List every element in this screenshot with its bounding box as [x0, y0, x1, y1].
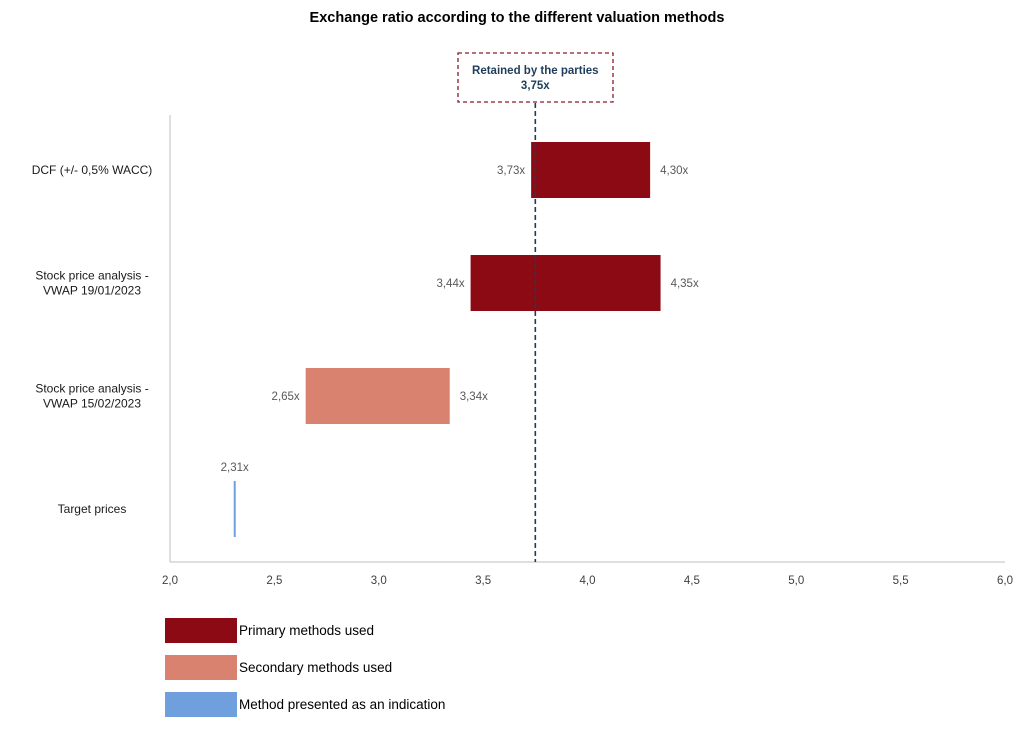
legend-label-indication: Method presented as an indication [239, 697, 446, 712]
x-tick-label: 6,0 [997, 575, 1013, 587]
reference-label: Retained by the parties [472, 65, 599, 77]
category-label: VWAP 19/01/2023 [43, 284, 141, 298]
chart-data-labels: 3,73x 4,30x 3,44x 4,35x 2,65x 3,34x 2,31x [221, 165, 699, 474]
reference-label-box [457, 52, 614, 103]
x-tick-label: 5,0 [788, 575, 804, 587]
data-label-high: 4,30x [660, 165, 688, 177]
category-label: DCF (+/- 0,5% WACC) [32, 163, 153, 177]
x-tick-label: 3,0 [371, 575, 387, 587]
x-tick-label: 2,0 [162, 575, 178, 587]
legend-swatch-primary [165, 618, 237, 643]
chart-title: Exchange ratio according to the differen… [310, 10, 725, 26]
data-label-low: 2,65x [272, 391, 300, 403]
x-tick-label: 5,5 [893, 575, 909, 587]
x-tick-label: 4,5 [684, 575, 700, 587]
range-bar [531, 142, 651, 198]
category-label: Stock price analysis - [35, 269, 148, 283]
chart-legend: Primary methods used Secondary methods u… [165, 618, 445, 729]
range-bar [470, 255, 661, 311]
category-label: Stock price analysis - [35, 382, 148, 396]
data-label-low: 3,44x [436, 278, 464, 290]
data-label-high: 3,34x [460, 391, 488, 403]
x-tick-label: 3,5 [475, 575, 491, 587]
x-tick-label: 2,5 [266, 575, 282, 587]
legend-swatch-indication [165, 692, 237, 717]
legend-label-secondary: Secondary methods used [239, 660, 393, 675]
legend-item-secondary: Secondary methods used [165, 655, 445, 680]
reference-line-group: Retained by the parties 3,75x [457, 52, 614, 562]
x-tick-label: 4,0 [580, 575, 596, 587]
data-label-high: 4,35x [671, 278, 699, 290]
data-label-low: 3,73x [497, 165, 525, 177]
category-label: Target prices [58, 502, 127, 516]
reference-value-label: 3,75x [521, 80, 550, 92]
chart-axes: 2,0 2,5 3,0 3,5 4,0 4,5 5,0 5,5 6,0 DCF (+/- 0,5%… [32, 115, 1013, 587]
chart-bars [233, 142, 661, 537]
data-label-value: 2,31x [221, 462, 249, 474]
legend-swatch-secondary [165, 655, 237, 680]
legend-item-indication: Method presented as an indication [165, 692, 445, 717]
category-label: VWAP 15/02/2023 [43, 397, 141, 411]
legend-item-primary: Primary methods used [165, 618, 445, 643]
range-bar [305, 368, 450, 424]
legend-label-primary: Primary methods used [239, 623, 375, 638]
